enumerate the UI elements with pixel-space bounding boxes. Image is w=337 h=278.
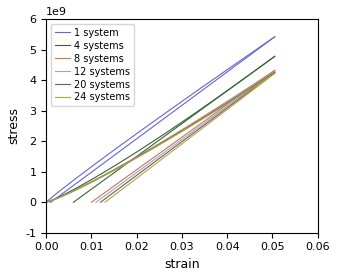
4 systems [254, 68, 258, 71]
20 systems [162, 140, 166, 143]
12 systems [97, 176, 101, 180]
8 systems [44, 201, 48, 204]
24 systems [273, 72, 277, 75]
Line: 8 systems: 8 systems [46, 70, 275, 202]
Line: 1 system: 1 system [46, 37, 275, 202]
4 systems [261, 63, 265, 66]
24 systems [44, 201, 48, 204]
24 systems [261, 79, 265, 83]
4 systems [97, 173, 101, 177]
20 systems [261, 78, 265, 82]
12 systems [180, 128, 184, 132]
24 systems [162, 140, 166, 144]
24 systems [180, 130, 184, 133]
12 systems [88, 181, 92, 184]
12 systems [254, 82, 258, 85]
4 systems [273, 55, 277, 58]
1 system [88, 166, 92, 169]
4 systems [162, 133, 166, 136]
8 systems [97, 176, 101, 179]
20 systems [254, 83, 258, 86]
1 system [261, 43, 265, 46]
20 systems [180, 129, 184, 132]
4 systems [88, 179, 92, 182]
8 systems [273, 69, 277, 72]
1 system [254, 48, 258, 51]
4 systems [44, 201, 48, 204]
12 systems [261, 78, 265, 81]
20 systems [273, 71, 277, 74]
X-axis label: strain: strain [164, 258, 200, 271]
8 systems [180, 128, 184, 131]
Text: 1e9: 1e9 [46, 7, 67, 17]
20 systems [44, 201, 48, 204]
1 system [44, 201, 48, 204]
20 systems [97, 176, 101, 180]
12 systems [273, 70, 277, 73]
24 systems [254, 84, 258, 87]
12 systems [162, 140, 166, 143]
4 systems [180, 120, 184, 123]
1 system [97, 159, 101, 163]
Legend: 1 system, 4 systems, 8 systems, 12 systems, 20 systems, 24 systems: 1 system, 4 systems, 8 systems, 12 syste… [51, 24, 134, 106]
8 systems [254, 81, 258, 84]
1 system [273, 35, 277, 38]
24 systems [88, 181, 92, 185]
1 system [162, 113, 166, 116]
24 systems [97, 177, 101, 180]
20 systems [88, 181, 92, 185]
Line: 20 systems: 20 systems [46, 73, 275, 202]
12 systems [44, 201, 48, 204]
8 systems [162, 139, 166, 142]
8 systems [261, 76, 265, 80]
Y-axis label: stress: stress [7, 107, 20, 145]
Line: 12 systems: 12 systems [46, 72, 275, 202]
Line: 4 systems: 4 systems [46, 56, 275, 202]
Line: 24 systems: 24 systems [46, 73, 275, 202]
8 systems [88, 181, 92, 184]
1 system [180, 100, 184, 103]
